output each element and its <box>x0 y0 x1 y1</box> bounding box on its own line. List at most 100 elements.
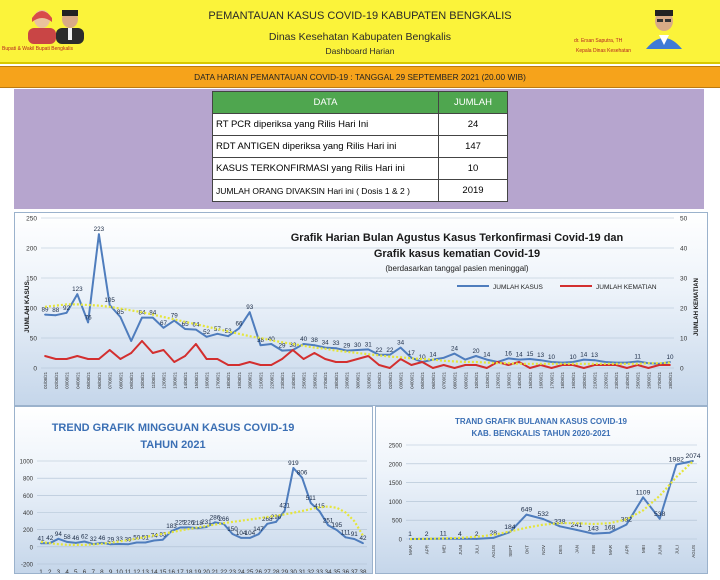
chart1-data-label: 33 <box>332 340 340 347</box>
chart2-data-label: 919 <box>288 460 299 467</box>
chart2-ytick-label: 0 <box>30 545 34 551</box>
chart1-data-point <box>485 367 488 369</box>
chart1-data-point <box>518 358 521 361</box>
chart1-data-point <box>238 327 240 330</box>
chart2-data-point <box>257 533 260 536</box>
chart1-xtick-label: 12/08/21 <box>162 371 167 388</box>
chart1-xtick-label: 03/08/21 <box>65 371 70 388</box>
chart3-data-point <box>675 463 678 466</box>
chart1-data-point <box>475 355 477 357</box>
chart1-data-point <box>54 314 57 317</box>
chart1-data-label: 84 <box>138 310 146 317</box>
chart3-xtick-label: JUNI <box>458 545 463 555</box>
chart1-data-point <box>87 321 90 324</box>
chart1-data-point <box>432 367 434 369</box>
chart2-ytick-label: 600 <box>23 494 34 500</box>
chart2-data-label: 225 <box>175 520 186 527</box>
chart1-legend: JUMLAH KASUS JUMLAH KEMATIAN <box>457 284 657 291</box>
chart1-data-label: 65 <box>182 321 190 328</box>
chart1-xtick-label: 13/08/21 <box>172 371 177 388</box>
chart1-xtick-label: 17/08/21 <box>215 371 220 388</box>
chart2-data-label: 183 <box>166 523 177 530</box>
chart2-xtick-label: 5 <box>74 569 78 573</box>
chart2-xtick-label: 29 <box>281 569 289 573</box>
chart1-data-point <box>194 343 197 345</box>
chart3-data-label: 241 <box>571 522 583 529</box>
chart2-xtick-label: 16 <box>168 569 176 573</box>
chart2-data-label: 415 <box>314 503 325 510</box>
chart1-xtick-label: 09/09/21 <box>463 371 468 388</box>
chart2-data-point <box>118 543 121 545</box>
chart1-data-point <box>87 358 90 360</box>
chart1-data-point <box>410 364 413 366</box>
chart1-data-label: 79 <box>171 313 179 320</box>
chart1-data-point <box>108 304 111 306</box>
chart3-xtick-label: MEI <box>641 545 646 553</box>
chart2-data-label: 58 <box>64 534 72 541</box>
chart1-data-label: 85 <box>117 309 125 316</box>
daily-data-table: DATA JUMLAH RT PCR diperiksa yang Rilis … <box>212 91 508 202</box>
chart3-data-point <box>492 537 495 539</box>
row-label: KASUS TERKONFIRMASI yang Rilis Hari ini <box>212 157 439 180</box>
chart2-data-label: 806 <box>297 470 308 477</box>
chart2-data-label: 104 <box>236 530 247 537</box>
chart1-data-point <box>367 355 370 357</box>
chart1-data-point <box>625 367 628 369</box>
chart2-xtick-label: 9 <box>109 569 113 573</box>
chart1-data-point <box>248 361 251 363</box>
chart2-data-label: 94 <box>55 531 63 538</box>
chart2-data-point <box>327 524 330 527</box>
chart1-data-point <box>119 316 122 318</box>
chart3-xtick-label: APR <box>425 544 430 554</box>
chart1-xtick-label: 05/08/21 <box>86 371 91 388</box>
chart1-xtick-label: 14/08/21 <box>183 371 188 388</box>
chart1-data-point <box>248 311 251 314</box>
chart1-xtick-label: 10/08/21 <box>140 371 145 388</box>
chart2-xtick-label: 32 <box>307 569 315 573</box>
chart2-data-point <box>275 521 277 523</box>
chart1-xtick-label: 02/08/21 <box>54 371 59 388</box>
chart1-data-label: 88 <box>52 307 60 314</box>
chart2-data-point <box>74 541 77 544</box>
chart1-data-point <box>410 356 413 359</box>
chart1-xtick-label: 03/09/21 <box>399 371 404 388</box>
chart2-xtick-label: 28 <box>272 569 280 573</box>
chart1-xtick-label: 15/08/21 <box>194 371 199 388</box>
chart2-data-label: 218 <box>192 520 203 527</box>
regent-photo <box>12 6 100 44</box>
daily-chart-panel: Grafik Harian Bulan Agustus Kasus Terkon… <box>14 212 708 406</box>
legend-label-kematian: JUMLAH KEMATIAN <box>596 284 657 291</box>
chart1-xtick-label: 31/08/21 <box>366 371 371 388</box>
monthly-chart: TRAND GRAFIK BULANAN KASUS COVID-19 KAB.… <box>389 417 701 558</box>
chart3-xtick-label: AGUS <box>491 545 496 558</box>
dashboard-label: Dashboard Harian <box>325 46 395 56</box>
official-photo <box>642 5 686 49</box>
table-row: RDT ANTIGEN diperiksa yang Rilis Hari in… <box>212 135 508 158</box>
chart3-data-label: 168 <box>604 525 616 532</box>
chart1-xtick-label: 21/08/21 <box>259 371 264 388</box>
chart1-xtick-label: 14/09/21 <box>517 371 522 388</box>
chart1-data-point <box>97 233 100 236</box>
weekly-chart-panel: TREND GRAFIK MINGGUAN KASUS COVID-19 TAH… <box>14 406 373 574</box>
chart2-xtick-label: 34 <box>325 569 333 573</box>
chart1-data-point <box>442 364 445 366</box>
chart1-data-label: 223 <box>94 226 105 233</box>
legend-label-kasus: JUMLAH KASUS <box>493 284 544 291</box>
chart1-data-label: 14 <box>429 352 437 359</box>
chart2-ytick-label: 1000 <box>20 460 34 466</box>
chart2-ytick-label: 800 <box>23 477 34 483</box>
chart1-data-point <box>162 349 165 351</box>
row-value: 147 <box>438 135 508 158</box>
chart1-data-label: 14 <box>516 352 524 359</box>
chart1-data-point <box>572 361 574 363</box>
chart1-data-point <box>259 344 262 347</box>
chart1-data-point <box>130 340 133 342</box>
chart1-data-label: 105 <box>104 297 115 304</box>
chart1-xtick-label: 17/09/21 <box>549 371 554 388</box>
chart1-data-point <box>65 311 68 314</box>
chart3-data-label: 532 <box>538 511 550 518</box>
chart1-data-point <box>44 355 46 357</box>
chart1-data-point <box>97 358 100 360</box>
chart1-data-point <box>302 343 305 345</box>
chart1-title-line2: Grafik kasus kematian Covid-19 <box>374 248 540 260</box>
